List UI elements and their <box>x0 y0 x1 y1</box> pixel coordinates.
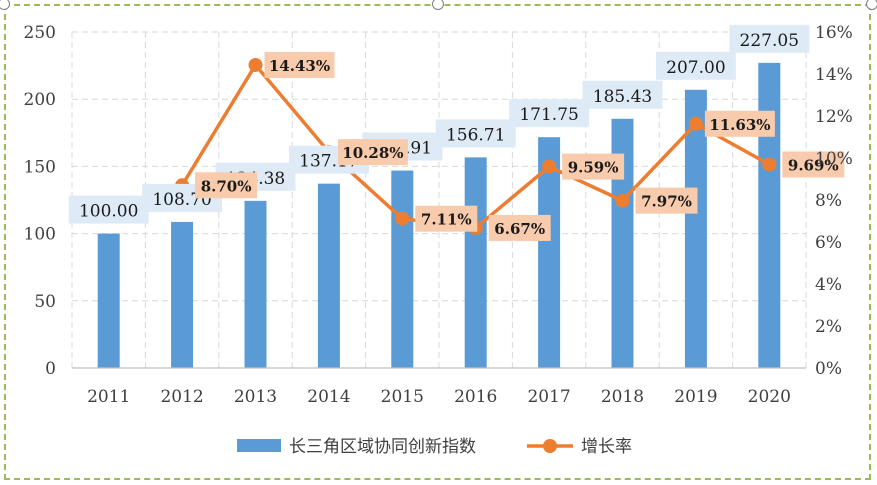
x-tick-label: 2018 <box>601 387 644 407</box>
bar <box>758 62 781 369</box>
growth-point <box>542 159 557 174</box>
legend: 长三角区域协同创新指数 增长率 <box>237 437 632 457</box>
x-tick-label: 2015 <box>381 387 424 407</box>
growth-value-label: 11.63% <box>709 116 770 134</box>
x-tick-label: 2011 <box>87 387 130 407</box>
line-label-box <box>562 153 625 180</box>
growth-value-label: 7.11% <box>421 211 472 229</box>
bar <box>391 170 414 368</box>
growth-value-label: 7.97% <box>641 193 692 211</box>
y-right-tick-label: 4% <box>815 275 842 295</box>
line-label-box <box>782 151 845 178</box>
axes: 0 50 100 150 200 250 0% 2% 4% 6% 8% 10% 12% 14% 16% 201… <box>24 23 853 407</box>
bar-label-box <box>435 119 516 148</box>
legend-bar-label: 长三角区域协同创新指数 <box>289 437 476 457</box>
legend-line-marker <box>543 439 557 453</box>
bar-label-box <box>729 24 810 53</box>
x-tick-label: 2017 <box>527 387 570 407</box>
y-right-tick-label: 16% <box>815 23 853 43</box>
y-right-tick-label: 10% <box>815 149 853 169</box>
x-tick-label: 2014 <box>307 387 350 407</box>
y-right-tick-label: 8% <box>815 191 842 211</box>
chart-frame <box>4 4 871 480</box>
bar-label-box <box>655 51 736 80</box>
y-right-tick-label: 2% <box>815 317 842 337</box>
resize-handle-top-center[interactable] <box>432 0 444 10</box>
bar-value-label: 156.71 <box>446 125 505 145</box>
bar-value-label: 100.00 <box>79 202 138 222</box>
bar-value-label: 227.05 <box>740 31 799 51</box>
y-left-tick-label: 50 <box>34 292 56 312</box>
x-tick-label: 2013 <box>234 387 277 407</box>
y-left-tick-label: 0 <box>45 359 56 379</box>
growth-value-label: 9.59% <box>568 159 619 177</box>
bar <box>171 221 194 368</box>
y-right-tick-label: 0% <box>815 359 842 379</box>
line-label-box <box>488 214 551 241</box>
growth-point <box>395 211 410 226</box>
bar <box>97 233 120 368</box>
bar <box>684 89 707 369</box>
x-tick-label: 2016 <box>454 387 497 407</box>
line-label-box <box>635 187 698 214</box>
bar <box>538 137 561 368</box>
bar <box>317 183 340 368</box>
bar-label-box <box>68 195 149 224</box>
bar-label-box <box>509 99 590 128</box>
line-label-box <box>704 110 775 137</box>
line-label-box <box>337 139 408 166</box>
line-label-box <box>415 205 478 232</box>
bar-value-label: 207.00 <box>666 58 725 78</box>
y-left-tick-label: 250 <box>24 23 56 43</box>
resize-handle-top-right[interactable] <box>866 0 877 10</box>
growth-point <box>688 116 703 131</box>
y-left-tick-label: 150 <box>24 157 56 177</box>
growth-point <box>762 157 777 172</box>
bar-value-label: 185.43 <box>593 87 652 107</box>
growth-value-label: 14.43% <box>269 57 330 75</box>
y-right-tick-label: 12% <box>815 107 853 127</box>
y-left-tick-label: 100 <box>24 225 56 245</box>
y-left-tick-label: 200 <box>24 90 56 110</box>
bar <box>464 157 487 368</box>
bar <box>611 118 634 369</box>
growth-value-label: 6.67% <box>494 220 545 238</box>
bar <box>244 200 267 368</box>
x-tick-label: 2012 <box>160 387 203 407</box>
resize-handle-top-left[interactable] <box>0 0 10 10</box>
line-label-box <box>195 172 258 199</box>
growth-value-label: 9.69% <box>788 157 839 175</box>
y-right-tick-label: 6% <box>815 233 842 253</box>
growth-value-label: 8.70% <box>201 177 252 195</box>
bar-label-box <box>582 80 663 109</box>
bar-value-label: 171.75 <box>519 105 578 125</box>
growth-point <box>615 193 630 208</box>
data-labels: 100.00108.70124.38137.17146.91156.71171.… <box>68 24 845 241</box>
x-tick-label: 2020 <box>748 387 791 407</box>
growth-value-label: 10.28% <box>342 144 403 162</box>
legend-line-label: 增长率 <box>581 437 632 457</box>
legend-bar-swatch <box>237 439 281 452</box>
y-right-tick-label: 14% <box>815 65 853 85</box>
growth-point <box>248 57 263 72</box>
line-label-box <box>264 51 335 78</box>
x-tick-label: 2019 <box>674 387 717 407</box>
